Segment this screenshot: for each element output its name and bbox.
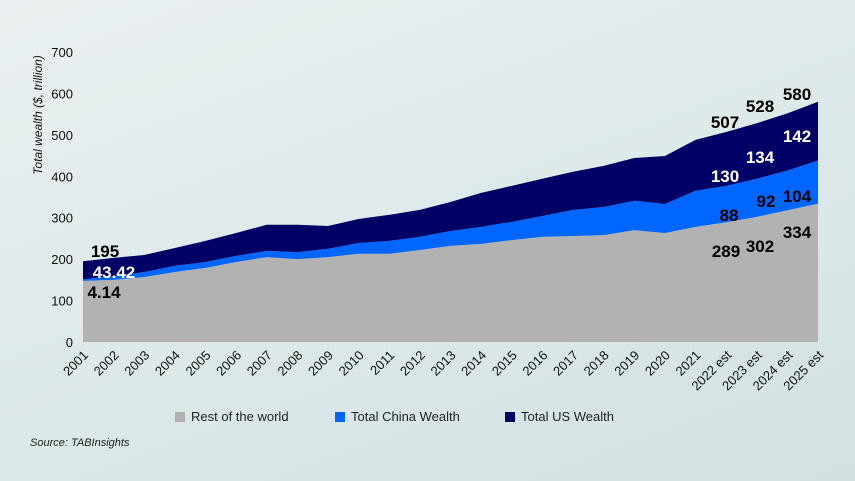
x-tick-label: 2015 xyxy=(489,348,520,379)
data-label: 302 xyxy=(746,237,774,256)
y-tick-label: 300 xyxy=(51,211,73,226)
data-label: 4.14 xyxy=(87,283,121,302)
legend-swatch xyxy=(175,411,185,422)
data-label: 528 xyxy=(746,97,774,116)
x-tick-label: 2019 xyxy=(611,348,642,379)
x-tick-label: 2003 xyxy=(121,348,152,379)
x-tick-label: 2002 xyxy=(91,348,122,379)
y-axis-label: Total wealth ($, trillion) xyxy=(31,55,45,175)
x-tick-label: 2014 xyxy=(458,348,489,379)
x-tick-label: 2013 xyxy=(428,348,459,379)
area-series-3 xyxy=(83,101,818,280)
legend-item-china: Total China Wealth xyxy=(335,409,460,424)
area-series-1 xyxy=(83,203,818,342)
x-tick-label: 2011 xyxy=(367,348,397,378)
area-series-2 xyxy=(83,160,818,281)
y-tick-label: 0 xyxy=(66,335,73,350)
legend-swatch xyxy=(335,411,345,422)
data-label: 507 xyxy=(711,113,739,132)
data-label: 130 xyxy=(711,167,739,186)
data-label: 43.42 xyxy=(93,263,136,282)
x-tick-label: 2007 xyxy=(244,348,275,379)
y-tick-label: 600 xyxy=(51,86,73,101)
legend-item-rest-of-world: Rest of the world xyxy=(175,409,289,424)
y-tick-label: 500 xyxy=(51,128,73,143)
y-tick-label: 700 xyxy=(51,45,73,60)
source-note: Source: TABInsights xyxy=(30,437,130,449)
x-tick-label: 2009 xyxy=(305,348,336,379)
data-label: 289 xyxy=(712,242,740,261)
x-tick-label: 2001 xyxy=(60,348,91,379)
y-tick-label: 400 xyxy=(51,169,73,184)
data-label: 88 xyxy=(720,206,739,225)
x-tick-label: 2005 xyxy=(183,348,214,379)
data-label: 104 xyxy=(783,187,812,206)
data-label: 142 xyxy=(783,127,811,146)
y-tick-label: 100 xyxy=(51,294,73,309)
data-label: 134 xyxy=(746,148,775,167)
x-tick-label: 2018 xyxy=(581,348,612,379)
x-tick-label: 2020 xyxy=(642,348,673,379)
x-tick-label: 2017 xyxy=(550,348,581,379)
data-label: 195 xyxy=(91,242,119,261)
legend-label: Total US Wealth xyxy=(521,409,614,424)
x-tick-label: 2004 xyxy=(152,348,183,379)
data-label: 580 xyxy=(783,85,811,104)
x-tick-label: 2006 xyxy=(213,348,244,379)
y-tick-label: 200 xyxy=(51,252,73,267)
data-label: 334 xyxy=(783,223,812,242)
legend-swatch xyxy=(505,411,515,422)
legend-label: Rest of the world xyxy=(191,409,289,424)
data-label: 92 xyxy=(757,192,776,211)
legend-label: Total China Wealth xyxy=(351,409,460,424)
legend-item-us: Total US Wealth xyxy=(505,409,614,424)
x-tick-label: 2010 xyxy=(336,348,367,379)
x-tick-label: 2016 xyxy=(519,348,550,379)
x-tick-label: 2008 xyxy=(274,348,305,379)
x-tick-label: 2012 xyxy=(397,348,428,379)
